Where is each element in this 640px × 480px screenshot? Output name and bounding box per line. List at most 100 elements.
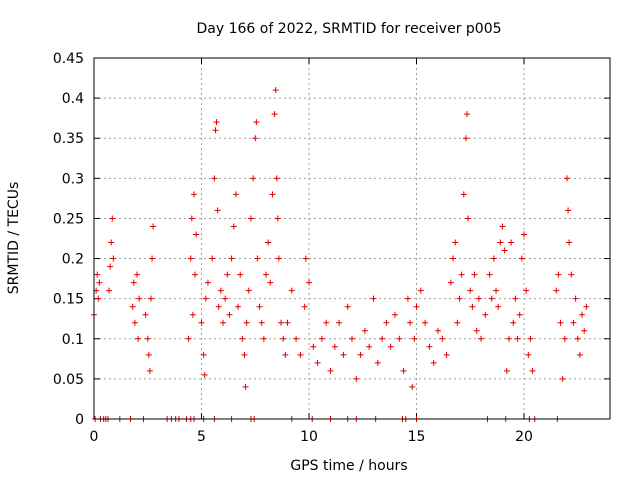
data-point	[204, 279, 211, 286]
data-point	[245, 287, 252, 294]
data-point	[559, 375, 566, 382]
data-point	[297, 351, 304, 358]
data-point	[557, 319, 564, 326]
chart-title: Day 166 of 2022, SRMTID for receiver p00…	[196, 21, 501, 37]
data-point	[142, 311, 149, 318]
data-point	[514, 335, 521, 342]
data-points	[91, 87, 590, 422]
data-point	[383, 319, 390, 326]
data-point	[503, 367, 510, 374]
data-point	[452, 239, 459, 246]
y-axis-label: SRMTID / TECUs	[6, 182, 22, 295]
data-point	[464, 111, 471, 118]
data-point	[94, 271, 101, 278]
data-point	[516, 311, 523, 318]
data-point	[467, 287, 474, 294]
data-point	[357, 351, 364, 358]
data-point	[209, 255, 216, 262]
data-point	[521, 231, 527, 238]
data-point	[450, 255, 457, 262]
data-point	[213, 119, 220, 126]
data-point	[462, 135, 469, 142]
data-point	[505, 335, 512, 342]
data-point	[211, 175, 218, 182]
data-point	[475, 295, 482, 302]
data-point	[323, 319, 330, 326]
data-point	[241, 351, 248, 358]
data-point	[490, 255, 497, 262]
data-point	[95, 295, 102, 302]
data-point	[282, 351, 289, 358]
data-point	[482, 311, 489, 318]
data-point	[478, 335, 484, 342]
data-point	[495, 303, 502, 310]
x-axis-label: GPS time / hours	[290, 458, 407, 474]
data-point	[344, 303, 351, 310]
data-point	[243, 319, 250, 326]
data-point	[306, 279, 312, 286]
data-point	[263, 271, 269, 278]
data-point	[392, 311, 398, 318]
data-point	[374, 359, 381, 366]
y-tick-label: 0.4	[62, 91, 84, 107]
data-point	[217, 287, 224, 294]
data-point	[565, 207, 572, 214]
data-point	[149, 255, 156, 262]
data-point	[185, 335, 192, 342]
data-point	[568, 271, 575, 278]
data-point	[579, 311, 586, 318]
data-point	[387, 343, 394, 350]
data-point	[222, 295, 229, 302]
data-point	[188, 215, 195, 222]
data-point	[226, 311, 233, 318]
data-point	[271, 111, 278, 118]
data-point	[318, 335, 325, 342]
y-tick-label: 0.45	[53, 51, 84, 67]
data-point	[458, 271, 465, 278]
y-tick-label: 0.15	[53, 292, 84, 308]
data-point	[501, 247, 508, 254]
data-point	[370, 295, 377, 302]
data-point	[228, 255, 235, 262]
data-point	[469, 303, 476, 310]
plot-frame	[93, 57, 611, 420]
y-tick-label: 0.1	[62, 332, 84, 348]
data-point	[512, 295, 519, 302]
data-point	[336, 319, 343, 326]
data-point	[129, 303, 136, 310]
data-point	[274, 215, 281, 222]
data-point	[460, 191, 467, 198]
data-point	[280, 335, 287, 342]
data-point	[465, 215, 472, 222]
data-point	[422, 319, 429, 326]
data-point	[193, 231, 200, 238]
y-tick-label: 0.25	[53, 211, 84, 227]
data-point	[570, 319, 577, 326]
x-tick-label: 10	[300, 429, 318, 445]
data-point	[327, 367, 334, 374]
data-point	[293, 335, 300, 342]
data-point	[456, 295, 463, 302]
data-point	[497, 239, 504, 246]
data-point	[508, 239, 515, 246]
data-point	[407, 319, 414, 326]
data-point	[379, 335, 386, 342]
data-point	[471, 271, 478, 278]
data-point	[523, 287, 530, 294]
data-point	[486, 271, 493, 278]
data-point	[413, 303, 420, 310]
y-tick-label: 0.05	[53, 372, 84, 388]
data-point	[253, 119, 260, 126]
data-point	[576, 351, 583, 358]
data-point	[361, 327, 368, 334]
data-point	[131, 319, 138, 326]
data-point	[273, 175, 280, 182]
data-point	[340, 351, 347, 358]
data-point	[400, 367, 407, 374]
x-tick-label: 20	[515, 429, 533, 445]
y-tick-label: 0.35	[53, 131, 84, 147]
data-point	[493, 287, 500, 294]
axis-ticks: 0 0.05 0.1 0.15 0.2 0.25 0.3 0.35 0.4 0.45 0 5 10 15 2…	[53, 51, 610, 445]
data-point	[454, 319, 461, 326]
data-point	[96, 279, 103, 286]
